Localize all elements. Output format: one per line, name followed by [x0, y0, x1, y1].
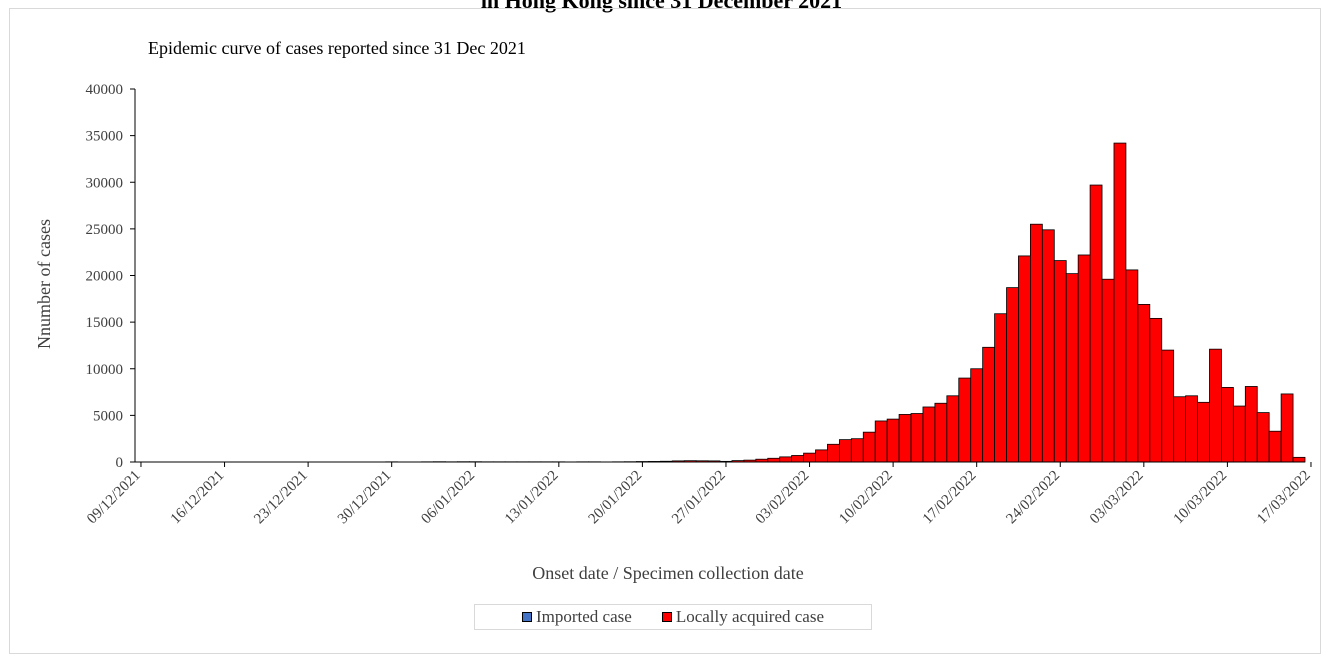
bar-local	[850, 438, 864, 463]
x-tick-label: 10/03/2022	[1171, 468, 1231, 528]
chart-area	[9, 8, 1321, 654]
bar-local	[910, 413, 924, 463]
bar-local	[791, 455, 804, 463]
x-tick-label: 24/02/2022	[1003, 468, 1063, 528]
bar-local	[922, 406, 936, 463]
bar-local	[898, 414, 912, 463]
legend-swatch-imported	[521, 612, 532, 622]
x-tick-label: 23/12/2021	[251, 468, 311, 528]
bar-local	[970, 368, 984, 463]
x-tick-label: 17/02/2022	[920, 468, 980, 528]
bar-local	[767, 457, 781, 463]
bar-local	[803, 452, 816, 463]
bar-local	[1041, 229, 1055, 463]
bar-local	[1256, 412, 1270, 463]
x-tick-label: 30/12/2021	[335, 468, 395, 528]
legend: Imported case Locally acquired case	[474, 604, 872, 630]
bar-local	[1030, 223, 1043, 463]
bar-local	[1209, 348, 1222, 463]
bar-local	[1173, 396, 1187, 463]
bar-local	[1125, 269, 1139, 463]
legend-item-imported: Imported case	[521, 607, 632, 627]
bars	[170, 142, 1306, 463]
bar-local	[1089, 184, 1103, 463]
bar-local	[1137, 304, 1151, 463]
y-tick-label: 0	[116, 455, 124, 471]
bar-local	[1244, 386, 1258, 463]
bar-local	[1161, 349, 1175, 463]
legend-label-imported: Imported case	[535, 607, 632, 626]
bar-local	[934, 402, 948, 463]
bar-local	[994, 313, 1007, 463]
y-axis-label: Nnumber of cases	[34, 219, 54, 349]
x-tick-label: 03/03/2022	[1087, 468, 1147, 528]
x-tick-label: 10/02/2022	[836, 468, 896, 528]
bar-local	[886, 418, 900, 463]
bar-local	[874, 420, 888, 463]
bar-local	[1065, 273, 1079, 463]
bar-local	[862, 431, 876, 463]
chart-title: Epidemic curve of cases reported since 3…	[148, 38, 526, 58]
legend-item-local: Locally acquired case	[661, 607, 825, 627]
y-tick-label: 35000	[86, 129, 124, 145]
bar-local	[1053, 260, 1067, 463]
bar-local	[1018, 255, 1031, 463]
x-axis-label: Onset date / Specimen collection date	[532, 563, 803, 583]
bar-local	[958, 377, 972, 463]
x-axis: 09/12/2021 16/12/2021 23/12/2021 30/12/2021…	[84, 461, 1314, 528]
bar-local	[1232, 405, 1246, 463]
x-tick-label: 17/03/2022	[1254, 468, 1314, 528]
bar-local	[1113, 142, 1127, 463]
bar-local	[838, 439, 852, 463]
y-tick-label: 40000	[86, 82, 124, 98]
legend-label-local: Locally acquired case	[675, 607, 825, 626]
x-tick-label: 16/12/2021	[168, 468, 228, 528]
y-tick-label: 30000	[86, 175, 124, 191]
bar-local	[1280, 393, 1294, 463]
bar-local	[1185, 395, 1198, 463]
bar-local	[1077, 254, 1091, 463]
y-tick-label: 25000	[86, 222, 124, 238]
bar-local	[1149, 317, 1163, 463]
y-tick-label: 20000	[86, 269, 124, 285]
legend-swatch-local	[661, 612, 672, 622]
x-tick-label: 13/01/2022	[502, 468, 562, 528]
bar-local	[1006, 287, 1019, 463]
bar-local	[827, 443, 840, 463]
bar-local	[1221, 386, 1234, 463]
bar-local	[1268, 430, 1282, 463]
x-tick-label: 20/01/2022	[586, 468, 646, 528]
bar-local	[1101, 278, 1115, 463]
x-tick-label: 03/02/2022	[753, 468, 813, 528]
bar-local	[779, 456, 793, 463]
y-tick-label: 5000	[93, 408, 123, 424]
page-title: in Hong Kong since 31 December 2021	[480, 0, 843, 13]
bar-local	[1197, 401, 1210, 463]
x-tick-label: 27/01/2022	[669, 468, 729, 528]
y-tick-label: 10000	[86, 362, 124, 378]
y-tick-label: 15000	[86, 315, 124, 331]
bar-local	[982, 346, 995, 463]
x-tick-label: 06/01/2022	[418, 468, 478, 528]
bar-local	[815, 449, 828, 463]
bar-local	[1292, 456, 1306, 463]
y-axis: 0 5000 10000 15000 20000 25000 30000 35000 40000	[86, 82, 136, 471]
bar-local	[946, 395, 960, 463]
x-tick-label: 09/12/2021	[84, 468, 144, 528]
